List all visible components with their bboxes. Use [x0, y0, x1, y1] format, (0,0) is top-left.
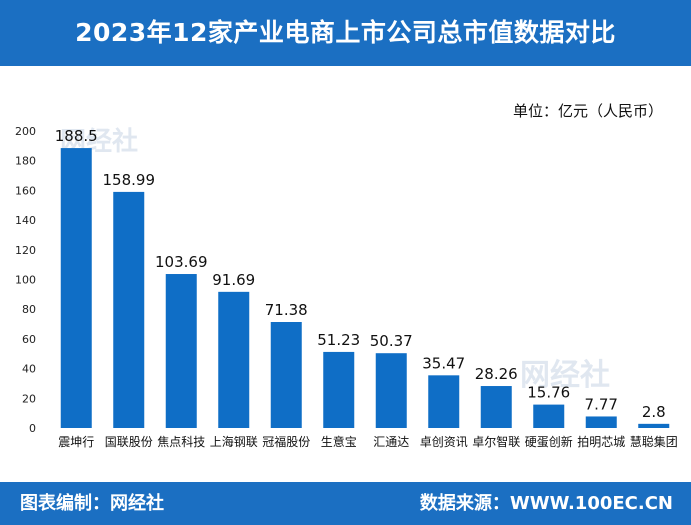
unit-label: 单位：亿元（人民币）: [512, 102, 663, 120]
category-label: 焦点科技: [157, 435, 205, 449]
bar-硬蛋创新: [533, 404, 565, 428]
category-label: 硬蛋创新: [525, 434, 573, 449]
y-tick-label: 20: [22, 392, 36, 405]
value-label: 35.47: [422, 354, 465, 372]
y-tick-label: 100: [15, 274, 36, 287]
footer-source: 数据来源：WWW.100EC.CN: [419, 493, 673, 514]
y-tick-label: 160: [15, 184, 36, 197]
category-label: 卓创资讯: [420, 435, 468, 449]
bar-卓创资讯: [428, 375, 460, 428]
watermark-text: 网经社: [520, 358, 610, 393]
y-tick-label: 60: [22, 333, 36, 346]
value-label: 7.77: [585, 395, 618, 413]
y-tick-label: 120: [15, 244, 36, 257]
y-tick-label: 140: [15, 214, 36, 227]
bar-生意宝: [323, 351, 355, 428]
category-label: 卓尔智联: [472, 434, 520, 449]
category-label: 震坤行: [58, 434, 94, 449]
category-labels: 震坤行 国联股份 焦点科技 上海钢联 冠福股份 生意宝 汇通达 卓创资讯 卓尔智联 硬蛋创新 拍明芯…: [58, 434, 678, 449]
value-label: 15.76: [527, 384, 570, 402]
value-label: 103.69: [155, 253, 208, 271]
bar-国联股份: [113, 191, 145, 428]
category-label: 上海钢联: [210, 434, 258, 449]
value-label: 188.5: [55, 127, 98, 145]
value-label: 2.8: [642, 403, 666, 421]
bar-上海钢联: [218, 291, 250, 428]
value-label: 71.38: [265, 301, 308, 319]
category-label: 拍明芯城: [577, 434, 625, 449]
bar-汇通达: [375, 353, 407, 428]
bars: [60, 148, 670, 428]
bar-慧聪集团: [638, 423, 670, 428]
bar-卓尔智联: [480, 386, 512, 428]
chart-title: 2023年12家产业电商上市公司总市值数据对比: [75, 18, 616, 47]
value-label: 51.23: [317, 331, 360, 349]
value-label: 50.37: [370, 332, 413, 350]
y-tick-label: 80: [22, 303, 36, 316]
footer-credit: 图表编制：网经社: [20, 493, 164, 514]
footer-bar: 图表编制：网经社 数据来源：WWW.100EC.CN: [0, 482, 691, 525]
bar-焦点科技: [165, 274, 197, 428]
y-tick-label: 40: [22, 363, 36, 376]
title-bar: 2023年12家产业电商上市公司总市值数据对比: [0, 0, 691, 66]
category-label: 冠福股份: [262, 434, 310, 449]
value-label: 28.26: [475, 365, 518, 383]
bar-拍明芯城: [585, 416, 617, 428]
value-label: 91.69: [212, 271, 255, 289]
y-tick-label: 200: [15, 125, 36, 138]
category-label: 国联股份: [105, 435, 153, 449]
bar-冠福股份: [270, 322, 302, 428]
y-tick-label: 0: [29, 422, 36, 435]
bar-震坤行: [60, 148, 92, 428]
y-tick-label: 180: [15, 155, 36, 168]
y-axis: 0 20 40 60 80 100 120 140 160 180 200: [15, 125, 36, 435]
category-label: 汇通达: [373, 435, 409, 449]
category-label: 慧聪集团: [630, 434, 678, 449]
value-label: 158.99: [103, 171, 156, 189]
category-label: 生意宝: [321, 434, 357, 449]
